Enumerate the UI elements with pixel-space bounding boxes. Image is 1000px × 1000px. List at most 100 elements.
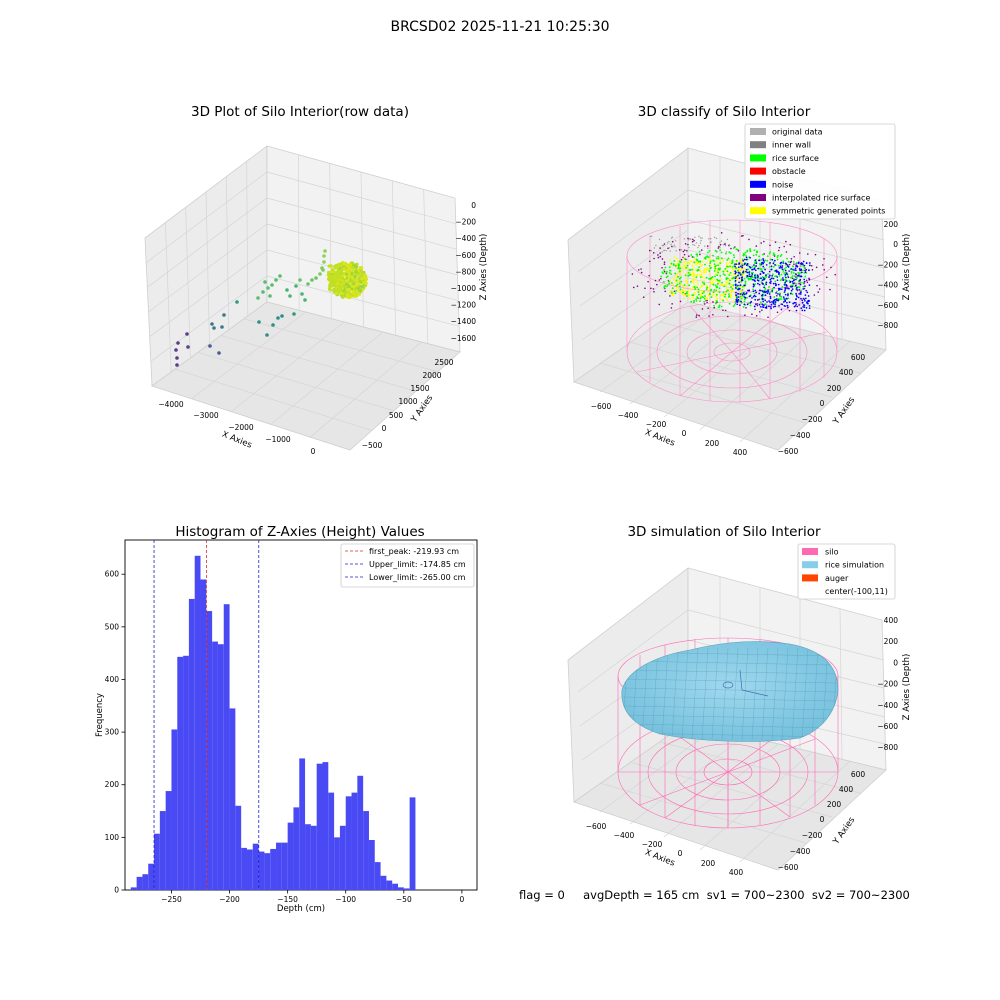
p2-point-rice [790, 284, 792, 287]
p2-point-interpolated [755, 315, 758, 317]
p2-point-noise [738, 262, 741, 264]
p4-mesh-line [623, 678, 837, 684]
p2-point-noise [740, 300, 742, 303]
p2-point-symmetric [709, 259, 712, 261]
p2-point-rice [674, 264, 677, 267]
p2-point-noise [737, 288, 739, 291]
p4-z-tick-label: 200 [884, 637, 899, 646]
p2-point-original [698, 244, 700, 247]
p2-point-noise [784, 286, 786, 289]
p2-point-original [688, 239, 690, 241]
p2-point-rice [666, 275, 669, 278]
p2-point-noise [743, 293, 746, 296]
p2-point-noise [753, 305, 756, 308]
p2-z-tick-label: −200 [877, 260, 898, 269]
p2-point-noise [805, 268, 808, 271]
p2-point-symmetric [728, 259, 731, 262]
p2-point-noise [755, 303, 757, 306]
p1-scatter-point [175, 363, 179, 367]
p2-point-symmetric [737, 261, 739, 264]
p2-point-rice [769, 251, 772, 253]
p2-point-interpolated [789, 243, 792, 246]
p1-scatter-point [357, 277, 361, 281]
p2-point-noise [808, 284, 811, 286]
p2-point-rice [696, 253, 699, 256]
p2-point-noise [765, 283, 768, 286]
p3-title: Histogram of Z-Axies (Height) Values [175, 524, 424, 540]
p3-y-tick-label: 400 [105, 675, 120, 684]
p1-z-tick-label: −800 [455, 267, 476, 276]
p2-point-rice [752, 254, 755, 257]
p1-scatter-point [271, 323, 275, 327]
p3-histogram-bar [212, 641, 218, 890]
p2-point-symmetric [690, 288, 692, 291]
p2-point-interpolated [648, 249, 651, 252]
p1-z-tick-label: −1600 [451, 334, 477, 343]
p2-point-original [725, 251, 728, 253]
p2-point-rice [714, 284, 717, 287]
p2-point-rice [791, 275, 794, 278]
p2-point-interpolated [769, 244, 771, 247]
p2-point-noise [774, 298, 776, 301]
p2-point-rice [720, 257, 723, 260]
p3-histogram-bar [281, 842, 288, 890]
p2-point-noise [787, 294, 789, 297]
p2-point-noise [803, 298, 806, 301]
p2-point-noise [762, 278, 765, 281]
p2-point-interpolated [751, 313, 753, 316]
p2-point-noise [754, 259, 757, 262]
p2-point-symmetric [727, 281, 729, 284]
p2-point-original [715, 237, 718, 240]
p2-point-symmetric [679, 265, 682, 268]
p2-point-noise [762, 258, 764, 260]
p2-point-rice [704, 295, 706, 297]
p2-point-symmetric [736, 277, 739, 279]
p2-point-original [672, 246, 674, 248]
p2-point-symmetric [669, 292, 671, 295]
p2-point-noise [765, 274, 767, 276]
p1-scatter-point [323, 249, 327, 253]
p2-point-noise [804, 271, 807, 274]
p3-legend-label: Lower_limit: -265.00 cm [369, 573, 466, 582]
p2-point-noise [769, 295, 772, 298]
p2-point-noise [800, 291, 802, 293]
p2-point-noise [803, 280, 806, 283]
p2-point-noise [762, 265, 765, 268]
p1-scatter-point [174, 348, 178, 352]
p2-point-noise [798, 274, 800, 277]
p2-point-rice [696, 259, 699, 262]
p2-point-noise [776, 279, 779, 282]
p2-point-interpolated [788, 309, 791, 312]
p3-histogram-bar [322, 762, 329, 890]
p2-point-rice [706, 286, 709, 289]
p2-point-noise [737, 284, 739, 287]
p2-point-symmetric [687, 289, 690, 292]
p2-point-rice [799, 289, 802, 292]
p1-scatter-point [339, 262, 343, 266]
p2-point-interpolated [744, 314, 746, 316]
p2-point-noise [734, 283, 737, 286]
p2-point-original [674, 246, 676, 248]
p2-point-rice [686, 295, 688, 297]
p3-histogram-bar [403, 888, 410, 890]
p1-scatter-point [334, 272, 338, 276]
p2-point-rice [768, 266, 771, 268]
p2-point-interpolated [663, 263, 666, 265]
p2-point-noise [759, 273, 762, 276]
p2-point-rice [760, 270, 762, 273]
p2-point-noise [785, 276, 787, 279]
p2-point-noise [788, 301, 791, 304]
p2-point-noise [743, 303, 746, 306]
p2-point-interpolated [654, 279, 657, 282]
p2-point-original [661, 251, 663, 253]
p3-histogram-bar [235, 805, 242, 890]
p2-point-interpolated [653, 290, 655, 293]
p2-point-interpolated [783, 245, 785, 248]
p2-point-noise [772, 301, 775, 304]
p2-y-tick-label: −200 [802, 415, 823, 424]
p3-reference-lines [153, 540, 260, 890]
p1-scatter-point [364, 277, 369, 281]
p2-point-symmetric [674, 276, 677, 279]
p1-scatter-point [217, 351, 221, 355]
p2-point-symmetric [716, 261, 718, 263]
